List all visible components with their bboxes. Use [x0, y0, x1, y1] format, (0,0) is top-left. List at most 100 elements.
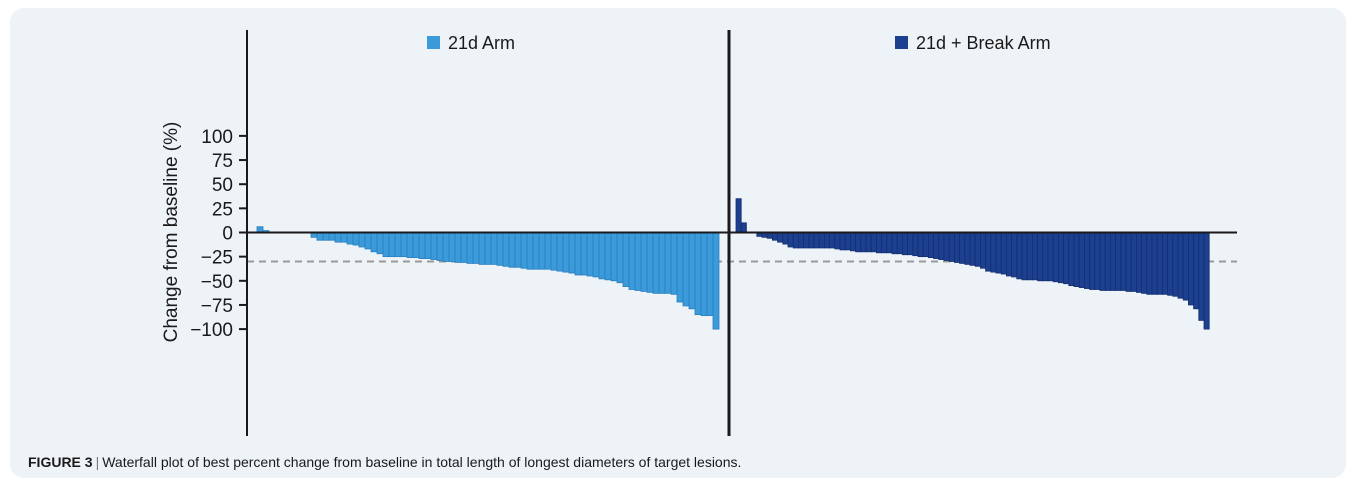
legend-swatch-21d-arm	[427, 36, 440, 49]
arm1-bar	[706, 232, 714, 316]
arm1-bar	[610, 232, 618, 282]
arm2-bar	[1120, 232, 1127, 291]
arm2-bar	[855, 232, 862, 253]
arm1-bar	[388, 232, 396, 258]
arm2-bar	[902, 232, 909, 256]
arm2-bar	[865, 232, 872, 253]
legend-swatch-21d-break-arm	[895, 36, 908, 49]
arm2-bar	[1011, 232, 1018, 278]
arm1-bar	[688, 232, 696, 310]
arm1-bar	[346, 232, 354, 245]
arm2-bar	[1042, 232, 1049, 282]
arm2-bar	[834, 232, 841, 250]
arm2-bar	[969, 232, 976, 266]
arm1-bar	[466, 232, 474, 264]
arm1-bar	[322, 232, 330, 241]
y-tick-label: −50	[201, 272, 233, 293]
arm1-bar	[358, 232, 366, 248]
arm1-bar	[412, 232, 420, 259]
arm2-bar	[782, 232, 789, 245]
arm2-bar	[990, 232, 997, 273]
arm2-bar	[917, 232, 924, 258]
arm2-bar	[948, 232, 955, 262]
arm2-bar	[876, 232, 883, 254]
arm2-bar	[808, 232, 815, 249]
arm1-bar	[370, 232, 378, 253]
arm1-bar	[436, 232, 444, 261]
arm2-bar	[1177, 232, 1184, 299]
arm2-bar	[1026, 232, 1033, 281]
arm2-bar	[1156, 232, 1163, 295]
arm1-bar	[550, 232, 558, 271]
arm1-bar	[340, 232, 348, 243]
arm2-bar	[1021, 232, 1028, 281]
arm2-bar	[772, 232, 779, 241]
arm1-bar	[406, 232, 414, 259]
arm1-bar	[418, 232, 426, 259]
arm1-bar	[514, 232, 522, 268]
arm2-bar	[824, 232, 831, 249]
arm2-bar	[995, 232, 1002, 274]
arm1-bar	[460, 232, 468, 263]
arm2-bar	[1162, 232, 1169, 295]
arm2-bar	[1047, 232, 1054, 282]
arm1-bar	[538, 232, 546, 270]
arm2-bar	[933, 232, 940, 259]
arm2-bar	[1099, 232, 1106, 291]
figure-caption: FIGURE 3 | Waterfall plot of best percent …	[28, 454, 741, 470]
arm2-bar	[844, 232, 851, 251]
arm1-bar	[544, 232, 552, 270]
arm1-bar	[670, 232, 678, 295]
arm2-bar	[1058, 232, 1065, 284]
arm2-bar	[1188, 232, 1195, 306]
arm2-bar	[1084, 232, 1091, 289]
arm1-bar	[502, 232, 510, 267]
arm2-bar	[777, 232, 784, 243]
arm2-bar	[1094, 232, 1101, 290]
arm2-bar	[922, 232, 929, 258]
y-tick-label: −25	[201, 248, 233, 269]
arm2-bar	[1141, 232, 1148, 294]
arm1-bar	[454, 232, 462, 263]
arm1-bar	[634, 232, 642, 291]
arm1-bar	[526, 232, 534, 270]
arm2-bar	[740, 222, 747, 233]
arm2-bar	[1078, 232, 1085, 288]
arm2-bar	[1198, 232, 1205, 321]
axis-layer: 100 75 50 25 0 −25 −50 −75 −100	[190, 30, 1237, 436]
arm1-bar	[646, 232, 654, 293]
arm1-bar	[628, 232, 636, 290]
arm2-bar	[787, 232, 794, 248]
arm1-bar	[568, 232, 576, 274]
arm2-bar	[928, 232, 935, 259]
arm1-bar	[694, 232, 702, 316]
caption-text: Waterfall plot of best percent change fr…	[102, 454, 742, 470]
caption-separator: |	[95, 454, 100, 470]
arm2-bar	[1125, 232, 1132, 292]
bars-layer	[256, 198, 1210, 330]
arm1-bar	[472, 232, 480, 264]
arm1-bar	[400, 232, 408, 258]
arm2-bar	[798, 232, 805, 249]
arm2-bar	[803, 232, 810, 249]
arm1-bar	[556, 232, 564, 272]
arm2-bar	[735, 198, 742, 233]
arm2-bar	[1073, 232, 1080, 287]
arm2-bar	[1068, 232, 1075, 287]
arm1-bar	[652, 232, 660, 294]
arm2-bar	[1032, 232, 1039, 281]
arm1-bar	[484, 232, 492, 265]
arm2-bar	[964, 232, 971, 265]
arm2-bar	[954, 232, 961, 263]
arm2-bar	[1063, 232, 1070, 285]
arm2-bar	[1203, 232, 1210, 330]
arm2-bar	[1167, 232, 1174, 296]
arm2-bar	[850, 232, 857, 252]
y-tick-label: −100	[190, 320, 233, 341]
arm2-bar	[959, 232, 966, 264]
arm1-bar	[316, 232, 324, 241]
arm2-bar	[1037, 232, 1044, 282]
arm2-bar	[1151, 232, 1158, 295]
y-tick-label: 0	[222, 224, 233, 245]
arm2-bar	[907, 232, 914, 256]
